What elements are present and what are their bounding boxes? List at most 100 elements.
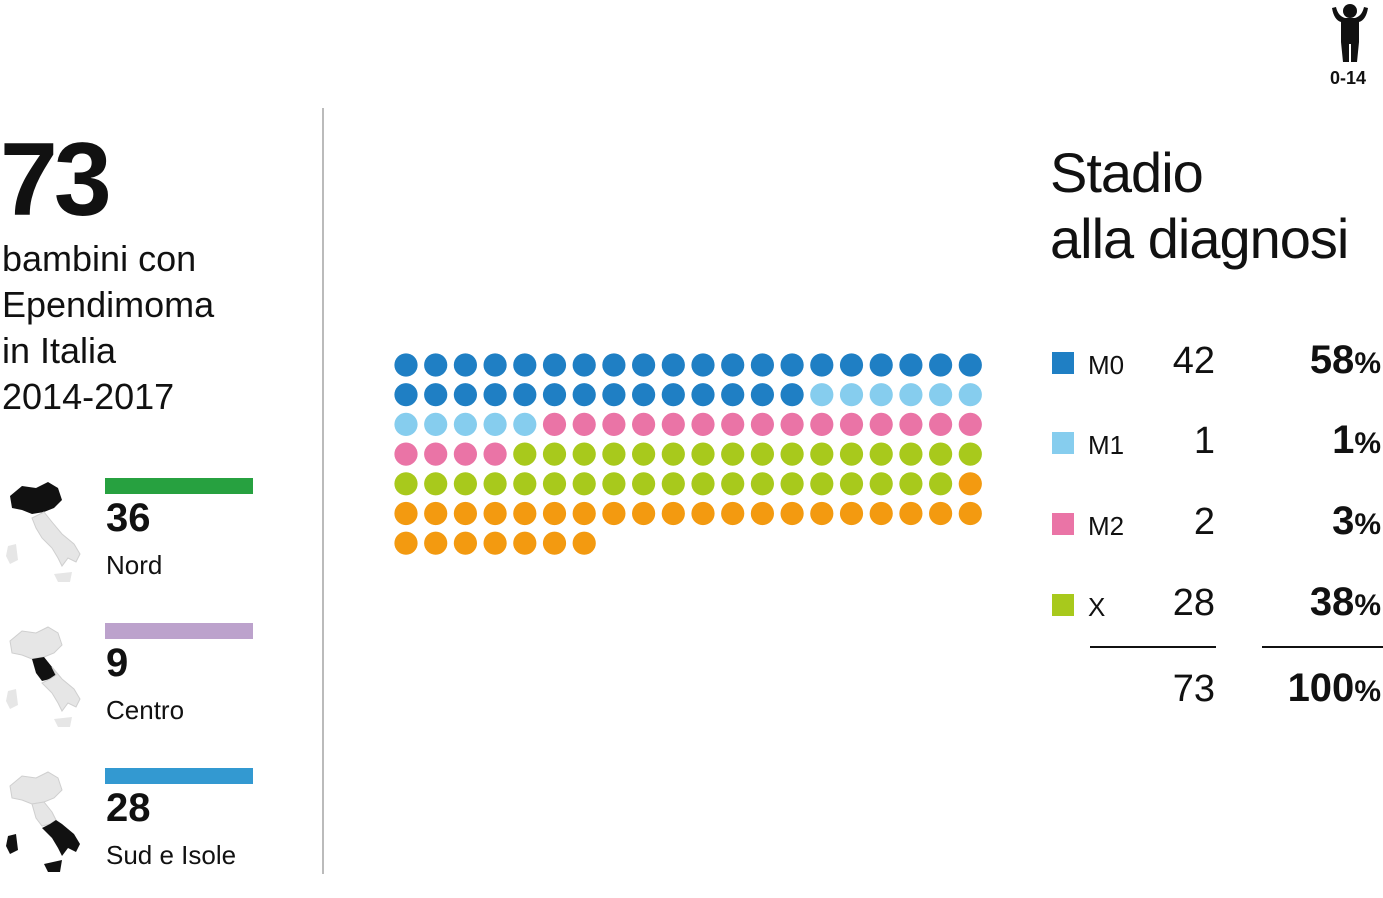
legend-code-m1: M1 — [1088, 430, 1125, 460]
waffle-dot-m0 — [869, 353, 893, 377]
waffle-dot-m0 — [542, 383, 567, 407]
waffle-dot-m0 — [424, 353, 448, 377]
region-centro: 9 Centro — [0, 623, 260, 753]
legend-row-m0: M0 42 58% — [1050, 338, 1383, 388]
waffle-dot-m0 — [750, 353, 774, 377]
legend-swatch-m1 — [1052, 432, 1074, 454]
waffle-dot-m0 — [721, 383, 745, 407]
waffle-dot-other — [542, 501, 567, 526]
waffle-dot-m2 — [839, 412, 864, 436]
waffle-dot-m0 — [394, 383, 418, 407]
waffle-dot-m2 — [424, 442, 448, 466]
waffle-dot-other — [572, 501, 596, 526]
waffle-dot-m2 — [869, 412, 893, 436]
waffle-dot-m0 — [780, 353, 804, 377]
legend-swatch-x — [1052, 594, 1074, 616]
waffle-dot-m0 — [513, 383, 537, 407]
italy-north-map-icon — [6, 482, 81, 582]
waffle-dot-m0 — [721, 353, 745, 377]
waffle-dot-x — [750, 472, 774, 496]
waffle-dot-m1 — [394, 412, 418, 436]
region-nord-bar — [105, 478, 253, 494]
waffle-dot-m0 — [394, 353, 418, 377]
waffle-dot-m2 — [602, 412, 626, 436]
column-divider — [322, 108, 324, 874]
waffle-dot-x — [691, 442, 715, 466]
waffle-dot-m0 — [661, 383, 685, 407]
waffle-dot-m0 — [632, 353, 656, 377]
total-value: 73 — [1172, 668, 1215, 710]
legend-value-m1: 1 — [1193, 420, 1215, 462]
waffle-dot-x — [632, 472, 656, 496]
legend-percent-m0: 58% — [1309, 338, 1381, 382]
waffle-dot-x — [780, 442, 804, 466]
waffle-dot-other — [869, 501, 893, 526]
waffle-dot-m2 — [780, 412, 804, 436]
waffle-dot-m0 — [572, 353, 596, 377]
waffle-dot-x — [661, 472, 685, 496]
waffle-dot-x — [572, 442, 596, 466]
waffle-dot-other — [453, 531, 477, 555]
total-value-rule — [1090, 646, 1216, 648]
legend-value-m2: 2 — [1193, 501, 1215, 543]
waffle-dot-other — [602, 501, 626, 526]
waffle-dot-m0 — [483, 383, 507, 407]
legend-percent-x: 38% — [1309, 580, 1381, 624]
italy-centre-map-icon — [6, 626, 81, 727]
waffle-dot-other — [721, 501, 745, 526]
region-sud-name: Sud e Isole — [106, 840, 237, 870]
waffle-dot-m1 — [958, 383, 982, 407]
italy-south-map-icon — [6, 771, 80, 872]
waffle-dot-m2 — [632, 412, 656, 436]
waffle-dot-m1 — [839, 383, 864, 407]
waffle-dot-m0 — [839, 353, 864, 377]
region-centro-value: 9 — [106, 641, 129, 685]
waffle-dot-other — [483, 531, 507, 555]
waffle-dot-x — [721, 472, 745, 496]
waffle-dot-m0 — [453, 353, 477, 377]
waffle-dot-m2 — [750, 412, 774, 436]
waffle-dot-m1 — [929, 383, 953, 407]
waffle-dot-other — [542, 531, 567, 555]
waffle-dot-m0 — [750, 383, 774, 407]
waffle-dot-x — [869, 472, 893, 496]
waffle-dot-x — [513, 442, 537, 466]
waffle-dot-m2 — [958, 412, 982, 436]
waffle-dot-other — [691, 501, 715, 526]
region-nord-value: 36 — [106, 496, 151, 540]
chart-title: Stadio alla diagnosi — [1050, 141, 1349, 270]
region-centro-name: Centro — [106, 695, 185, 725]
waffle-dot-x — [572, 472, 596, 496]
waffle-dot-x — [602, 442, 626, 466]
waffle-dot-x — [750, 442, 774, 466]
waffle-dot-m0 — [929, 353, 953, 377]
age-range-label: 0-14 — [1329, 68, 1367, 88]
waffle-dot-x — [780, 472, 804, 496]
waffle-dot-x — [958, 442, 982, 466]
total-description: bambini con Ependimoma in Italia 2014-20… — [2, 238, 215, 417]
legend-percent-m1: 1% — [1332, 418, 1381, 462]
waffle-dot-m2 — [810, 412, 834, 436]
waffle-dot-other — [661, 501, 685, 526]
waffle-dot-x — [632, 442, 656, 466]
legend-code-m2: M2 — [1088, 511, 1125, 541]
waffle-dot-x — [869, 442, 893, 466]
waffle-dot-m2 — [453, 442, 477, 466]
waffle-chart — [394, 353, 982, 555]
waffle-dot-x — [899, 442, 923, 466]
waffle-dot-m1 — [483, 412, 507, 436]
waffle-dot-other — [513, 531, 537, 555]
waffle-dot-x — [453, 472, 477, 496]
waffle-dot-m0 — [572, 383, 596, 407]
waffle-dot-x — [929, 442, 953, 466]
waffle-dot-other — [483, 501, 507, 526]
waffle-dot-m0 — [542, 353, 567, 377]
waffle-dot-other — [394, 501, 418, 526]
waffle-dot-other — [513, 501, 537, 526]
total-percent-rule — [1262, 646, 1383, 648]
waffle-dot-m1 — [513, 412, 537, 436]
waffle-dot-m0 — [632, 383, 656, 407]
waffle-dot-m0 — [691, 383, 715, 407]
waffle-dot-m1 — [869, 383, 893, 407]
waffle-dot-x — [542, 442, 567, 466]
